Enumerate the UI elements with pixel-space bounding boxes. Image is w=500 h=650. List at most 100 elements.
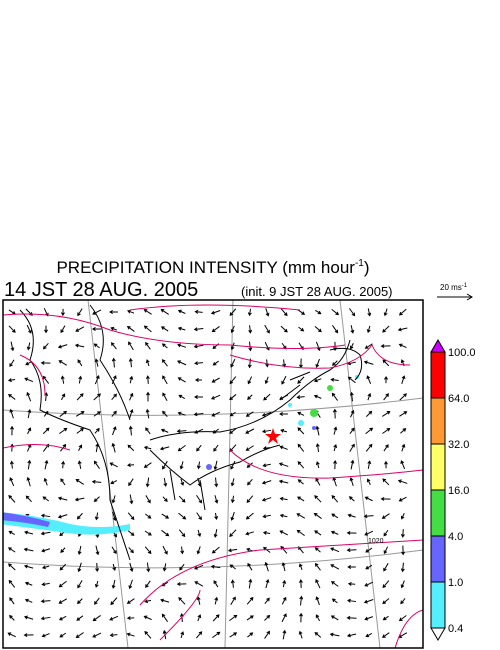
wind-arrow: [93, 343, 100, 349]
wind-arrow: [314, 562, 321, 571]
init-time: (init. 9 JST 28 AUG. 2005): [241, 284, 393, 299]
wind-arrow: [382, 359, 390, 367]
wind-arrow: [78, 375, 83, 384]
wind-arrow: [27, 427, 32, 435]
wind-arrow: [264, 561, 269, 572]
wind-arrow: [367, 308, 372, 317]
wind-arrow: [112, 426, 117, 436]
wind-arrow: [299, 595, 304, 606]
wind-arrow: [211, 377, 220, 383]
wind-arrow: [346, 633, 357, 638]
wind-arrow: [349, 343, 354, 350]
wind-arrow: [297, 496, 305, 502]
wind-arrow: [194, 581, 204, 587]
wind-arrow: [314, 632, 322, 638]
wind-arrow: [129, 375, 134, 384]
wind-arrow: [297, 427, 305, 435]
wind-arrow: [211, 546, 220, 554]
wind-arrow: [211, 411, 221, 417]
wind-arrow: [27, 459, 32, 470]
wind-arrow: [40, 531, 51, 536]
wind-arrow: [399, 411, 408, 417]
wind-arrow: [179, 563, 185, 571]
wind-arrow: [126, 632, 135, 637]
wind-arrow: [177, 444, 186, 452]
wind-arrow: [246, 462, 253, 468]
wind-arrow: [126, 598, 135, 604]
wind-arrow: [214, 512, 219, 520]
wind-arrow: [366, 410, 373, 417]
wind-arrow: [111, 375, 117, 385]
title-text: PRECIPITATION INTENSITY (mm hour: [56, 258, 355, 277]
wind-arrow: [296, 395, 305, 400]
wind-arrow: [143, 462, 152, 468]
wind-arrow: [126, 326, 135, 332]
wind-arrow: [366, 478, 371, 485]
wind-arrow: [331, 360, 338, 366]
wind-arrow: [397, 327, 408, 332]
wind-arrow: [261, 497, 272, 502]
wind-arrow: [77, 562, 82, 573]
colorbar-over: [430, 339, 446, 353]
wind-arrow: [381, 632, 390, 638]
wind-arrow: [229, 411, 236, 417]
wind-legend-arrow: [437, 293, 473, 301]
wind-arrow: [213, 460, 218, 471]
wind-arrow: [145, 495, 151, 504]
wind-arrow: [247, 479, 253, 486]
colorbar-label: 0.4: [448, 623, 463, 635]
wind-arrow: [196, 546, 201, 555]
wind-arrow: [112, 563, 117, 571]
wind-arrow: [41, 633, 50, 638]
wind-arrow: [77, 580, 83, 589]
wind-arrow: [365, 427, 374, 435]
wind-arrow: [349, 477, 354, 487]
wind-arrow: [315, 443, 320, 453]
wind-arrow: [315, 358, 320, 368]
wind-arrow: [248, 341, 253, 352]
wind-arrow: [161, 513, 170, 519]
wind-arrow: [346, 548, 357, 553]
wind-arrow: [94, 597, 100, 605]
wind-arrow: [177, 360, 187, 366]
wind-arrow: [60, 547, 66, 553]
colorbar: 100.0 64.0 32.0 16.0 4.0 1.0 0.4: [430, 339, 476, 641]
wind-arrow: [177, 309, 186, 314]
wind-arrow: [61, 460, 66, 469]
wind-arrow: [382, 325, 390, 333]
wind-arrow: [401, 443, 406, 452]
wind-arrow: [365, 443, 373, 452]
colorbar-band: [430, 351, 446, 399]
wind-arrow: [245, 512, 254, 520]
wind-arrow: [296, 513, 306, 519]
wind-arrow: [330, 615, 339, 621]
wind-arrow: [333, 459, 338, 470]
wind-arrow: [363, 360, 374, 365]
wind-arrow: [229, 444, 237, 453]
wind-arrow: [381, 513, 390, 519]
wind-arrow: [230, 596, 236, 605]
wind-arrow: [298, 579, 303, 588]
wind-arrow: [346, 530, 357, 535]
wind-arrow: [75, 411, 85, 417]
wind-arrow: [400, 513, 405, 520]
wind-arrow: [180, 478, 185, 486]
wind-arrow: [7, 378, 16, 383]
wind-arrow: [160, 598, 170, 603]
wind-arrow: [176, 582, 187, 587]
wind-arrow: [111, 410, 117, 417]
wind-arrow: [163, 477, 168, 487]
wind-arrow: [180, 546, 185, 555]
wind-arrow: [144, 546, 152, 555]
wind-arrow: [246, 495, 254, 504]
wind-arrow: [401, 375, 406, 385]
wind-arrow: [350, 325, 355, 334]
wind-arrow: [111, 442, 116, 453]
wind-arrow: [212, 360, 219, 366]
wind-arrow: [400, 428, 407, 434]
title: PRECIPITATION INTENSITY (mm hour-1): [56, 258, 369, 277]
wind-arrow: [93, 393, 101, 401]
wind-arrow: [349, 443, 355, 452]
wind-arrow: [347, 513, 356, 518]
wind-arrow: [161, 359, 168, 367]
